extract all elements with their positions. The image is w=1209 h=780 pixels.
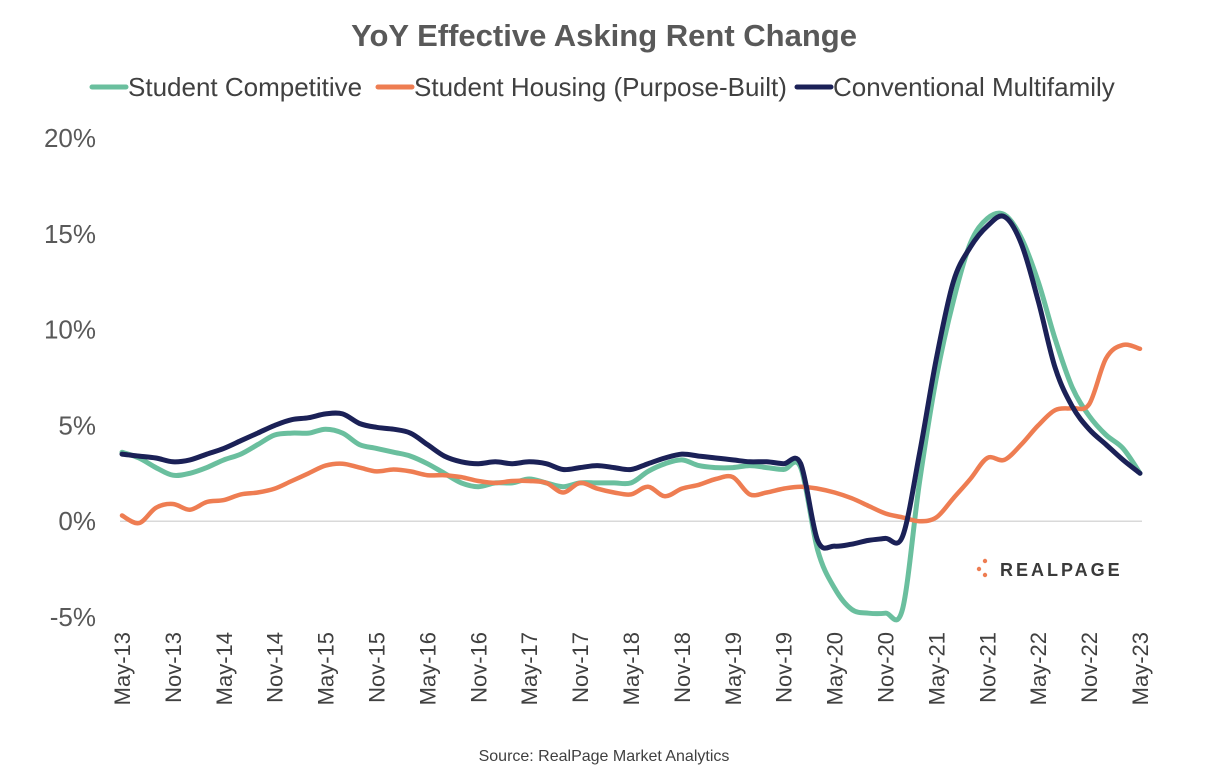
x-tick-label: Nov-19 (772, 632, 797, 703)
y-tick-label: 10% (44, 315, 96, 345)
x-tick-label: Nov-13 (161, 632, 186, 703)
x-tick-label: May-16 (415, 632, 440, 705)
x-tick-label: May-13 (110, 632, 135, 705)
source-note: Source: RealPage Market Analytics (479, 748, 730, 765)
x-axis: May-13 Nov-13 May-14 Nov-14 May-15 Nov-15 May-… (110, 632, 1153, 705)
x-tick-label: Nov-15 (365, 632, 390, 703)
legend: Student Competitive Student Housing (Purp… (89, 72, 1115, 102)
x-tick-label: Nov-22 (1077, 632, 1102, 703)
x-tick-label: Nov-17 (568, 632, 593, 703)
x-tick-label: May-21 (924, 632, 949, 705)
series-lines (119, 210, 1143, 623)
logo-dot-icon (976, 566, 982, 572)
x-tick-label: Nov-20 (874, 632, 899, 703)
x-tick-label: May-14 (212, 632, 237, 705)
y-tick-label: 5% (58, 410, 96, 440)
legend-label: Student Housing (Purpose-Built) (414, 72, 787, 102)
logo-dot-icon (982, 572, 988, 578)
y-tick-label: -5% (50, 602, 96, 632)
logo-dot-icon (982, 558, 988, 564)
legend-label: Conventional Multifamily (833, 72, 1115, 102)
y-axis: -5% 0% 5% 10% 15% 20% (44, 123, 96, 632)
x-tick-label: May-22 (1026, 632, 1051, 705)
x-tick-label: Nov-18 (670, 632, 695, 703)
x-tick-label: May-15 (314, 632, 339, 705)
x-tick-label: May-19 (721, 632, 746, 705)
legend-label: Student Competitive (128, 72, 362, 102)
x-tick-label: Nov-21 (975, 632, 1000, 703)
series-line-1 (119, 210, 1143, 623)
x-tick-label: Nov-16 (466, 632, 491, 703)
series-line-3 (119, 213, 1143, 551)
series-line-2 (119, 342, 1143, 526)
x-tick-label: May-23 (1128, 632, 1153, 705)
x-tick-label: Nov-14 (263, 632, 288, 703)
y-tick-label: 15% (44, 219, 96, 249)
logo-text: REALPAGE (1000, 560, 1123, 580)
chart-title: YoY Effective Asking Rent Change (351, 18, 857, 53)
x-tick-label: May-17 (517, 632, 542, 705)
y-tick-label: 0% (58, 506, 96, 536)
x-tick-label: May-18 (619, 632, 644, 705)
realpage-logo: REALPAGE (976, 558, 1123, 580)
y-tick-label: 20% (44, 123, 96, 153)
x-tick-label: May-20 (823, 632, 848, 705)
